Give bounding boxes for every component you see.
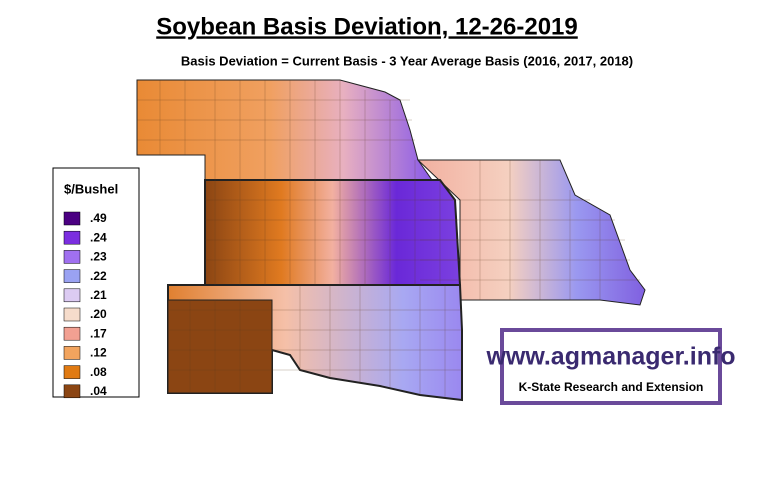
title: Soybean Basis Deviation, 12-26-2019	[156, 13, 578, 40]
legend-title: $/Bushel	[64, 181, 118, 196]
legend-label: .12	[90, 346, 107, 360]
region-east	[416, 159, 646, 306]
legend-label: .24	[90, 230, 107, 244]
legend-label: .17	[90, 326, 107, 340]
legend-label: .08	[90, 365, 107, 379]
legend-swatch	[63, 346, 81, 360]
logo: www.agmanager.info K-State Research and …	[485, 328, 736, 405]
legend-swatch	[63, 269, 81, 283]
logo-tagline: K-State Research and Extension	[519, 380, 704, 394]
legend-swatch	[63, 211, 81, 226]
region-central	[204, 179, 462, 286]
legend-items: .49 .24 .23 .22 .21 .20 .17 .12 .08 .04	[63, 211, 107, 399]
legend-label: .23	[90, 250, 107, 264]
logo-url: www.agmanager.info	[485, 343, 735, 371]
legend-swatch	[63, 326, 81, 341]
map	[136, 79, 646, 402]
legend-label: .21	[90, 288, 107, 302]
logo-box	[500, 328, 722, 405]
legend-swatch	[63, 230, 81, 245]
legend-label: .20	[90, 307, 107, 321]
legend-swatch	[63, 365, 81, 379]
panhandle-region	[167, 299, 273, 394]
legend-swatch	[63, 307, 81, 322]
region-north	[136, 79, 433, 181]
legend-swatch	[63, 384, 81, 399]
legend-swatch	[63, 288, 81, 303]
legend: $/Bushel .49 .24 .23 .22 .21 .20 .17 .12 .08 .04	[52, 167, 140, 399]
legend-label: .49	[90, 211, 107, 225]
legend-label: .04	[90, 384, 107, 398]
legend-swatch	[63, 250, 81, 264]
subtitle: Basis Deviation = Current Basis - 3 Year…	[181, 53, 633, 68]
county-grid	[137, 80, 640, 398]
legend-label: .22	[90, 269, 107, 283]
